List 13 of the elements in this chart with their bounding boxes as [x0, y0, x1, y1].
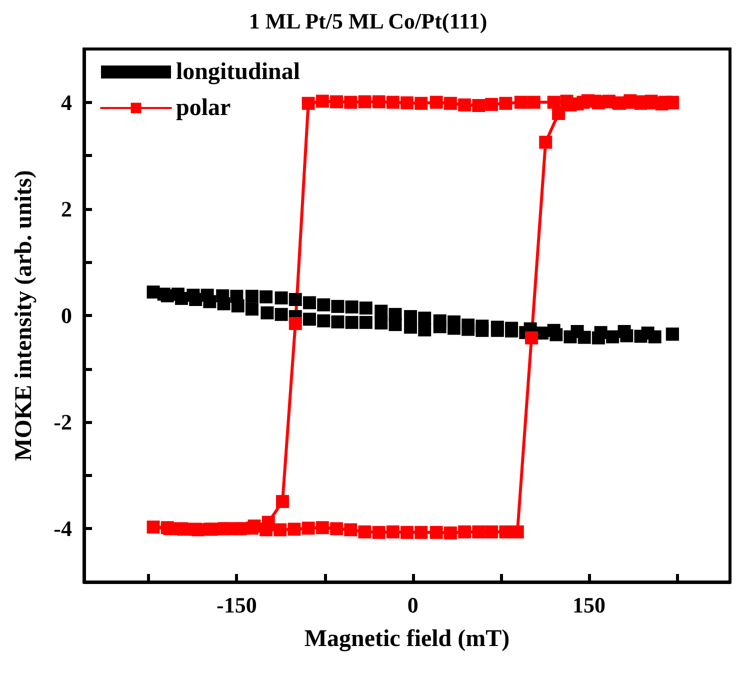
x-axis-title: Magnetic field (mT) — [304, 626, 510, 652]
y-axis-title: MOKE intensity (arb. units) — [11, 170, 37, 461]
y-tick-label: 4 — [61, 90, 72, 115]
x-tick-label: -150 — [216, 592, 257, 618]
y-tick-label: -4 — [54, 516, 72, 542]
chart-title: 1 ML Pt/5 ML Co/Pt(111) — [248, 8, 488, 34]
y-tick-label: -2 — [54, 410, 72, 435]
legend-label: polar — [176, 95, 232, 121]
y-tick-label: 0 — [61, 303, 72, 328]
legend-label: longitudinal — [176, 59, 300, 85]
x-tick-label: 0 — [407, 592, 418, 618]
x-tick-label: 150 — [572, 592, 606, 618]
y-tick-label: 2 — [61, 196, 72, 222]
